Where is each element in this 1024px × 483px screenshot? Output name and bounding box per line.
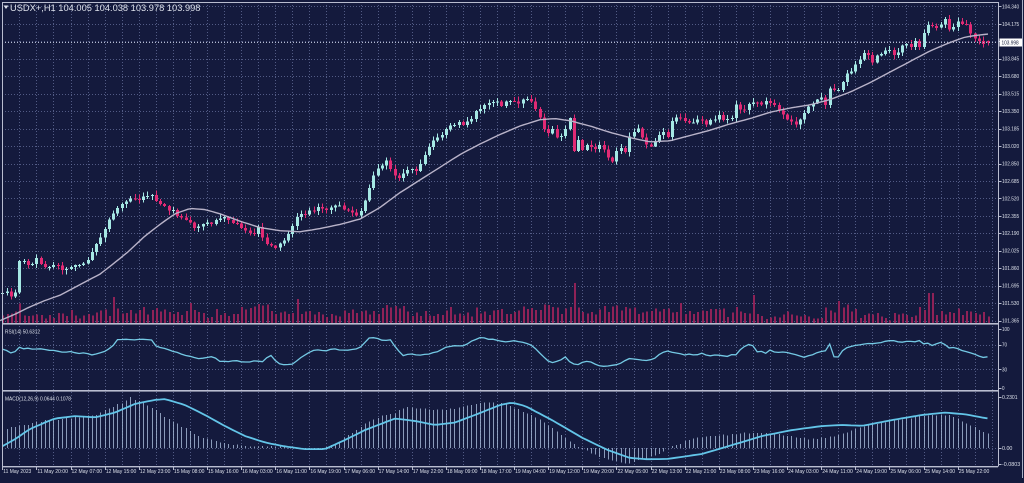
svg-text:17 May 14:00: 17 May 14:00 (379, 469, 410, 475)
svg-text:103.020: 103.020 (1002, 144, 1019, 150)
svg-text:101.860: 101.860 (1002, 266, 1019, 272)
svg-text:0.00: 0.00 (1002, 446, 1012, 452)
svg-text:15 May 16:00: 15 May 16:00 (208, 469, 239, 475)
svg-text:104.175: 104.175 (1002, 22, 1019, 28)
svg-text:101.365: 101.365 (1002, 319, 1019, 325)
svg-text:17 May 22:00: 17 May 22:00 (413, 469, 444, 475)
svg-text:103.680: 103.680 (1002, 74, 1019, 80)
svg-text:103.185: 103.185 (1002, 127, 1019, 133)
svg-text:0.2301: 0.2301 (1002, 395, 1018, 401)
svg-text:16 May 11:00: 16 May 11:00 (276, 469, 307, 475)
svg-text:17 May 06:00: 17 May 06:00 (345, 469, 376, 475)
svg-text:18 May 17:00: 18 May 17:00 (481, 469, 512, 475)
svg-text:102.025: 102.025 (1002, 249, 1019, 255)
svg-text:-0.0803: -0.0803 (1002, 462, 1020, 468)
svg-text:102.190: 102.190 (1002, 231, 1019, 237)
svg-text:102.520: 102.520 (1002, 196, 1019, 202)
svg-text:100: 100 (1002, 327, 1010, 333)
svg-text:101.530: 101.530 (1002, 301, 1019, 307)
svg-text:22 May 21:00: 22 May 21:00 (686, 469, 717, 475)
svg-text:12 May 23:00: 12 May 23:00 (140, 469, 171, 475)
svg-text:16 May 03:00: 16 May 03:00 (242, 469, 273, 475)
svg-text:23 May 08:00: 23 May 08:00 (720, 469, 751, 475)
svg-text:24 May 03:00: 24 May 03:00 (788, 469, 819, 475)
svg-text:19 May 20:00: 19 May 20:00 (583, 469, 614, 475)
svg-text:USDX+,H1 104.005 104.038 103.9: USDX+,H1 104.005 104.038 103.978 103.998 (10, 3, 200, 13)
svg-text:23 May 16:00: 23 May 16:00 (754, 469, 785, 475)
svg-text:RSI(14) 50.6312: RSI(14) 50.6312 (5, 330, 40, 336)
svg-text:103.515: 103.515 (1002, 92, 1019, 98)
svg-text:18 May 09:00: 18 May 09:00 (447, 469, 478, 475)
svg-text:22 May 05:00: 22 May 05:00 (618, 469, 649, 475)
svg-text:24 May 19:00: 24 May 19:00 (856, 469, 887, 475)
svg-text:15 May 08:00: 15 May 08:00 (174, 469, 205, 475)
svg-text:103.998: 103.998 (1002, 41, 1019, 47)
svg-text:22 May 13:00: 22 May 13:00 (652, 469, 683, 475)
svg-text:25 May 14:00: 25 May 14:00 (925, 469, 956, 475)
svg-text:103.845: 103.845 (1002, 57, 1019, 63)
svg-text:MACD(12,26,9) 0.0644 0.1078: MACD(12,26,9) 0.0644 0.1078 (5, 397, 71, 403)
svg-text:12 May 07:00: 12 May 07:00 (72, 469, 103, 475)
svg-text:25 May 22:00: 25 May 22:00 (959, 469, 990, 475)
svg-text:70: 70 (1002, 343, 1007, 349)
svg-text:0: 0 (1002, 386, 1005, 392)
svg-text:30: 30 (1002, 367, 1007, 373)
svg-text:101.695: 101.695 (1002, 284, 1019, 290)
svg-text:19 May 04:00: 19 May 04:00 (515, 469, 546, 475)
svg-text:104.340: 104.340 (1002, 4, 1019, 10)
svg-text:19 May 12:00: 19 May 12:00 (549, 469, 580, 475)
svg-text:24 May 11:00: 24 May 11:00 (822, 469, 853, 475)
svg-text:102.850: 102.850 (1002, 161, 1019, 167)
svg-text:11 May 20:00: 11 May 20:00 (37, 469, 68, 475)
svg-text:103.350: 103.350 (1002, 109, 1019, 115)
svg-text:11 May 2023: 11 May 2023 (3, 469, 31, 475)
svg-text:102.685: 102.685 (1002, 179, 1019, 185)
svg-text:12 May 15:00: 12 May 15:00 (106, 469, 137, 475)
svg-text:102.355: 102.355 (1002, 214, 1019, 220)
svg-text:16 May 19:00: 16 May 19:00 (310, 469, 341, 475)
svg-text:25 May 06:00: 25 May 06:00 (890, 469, 921, 475)
